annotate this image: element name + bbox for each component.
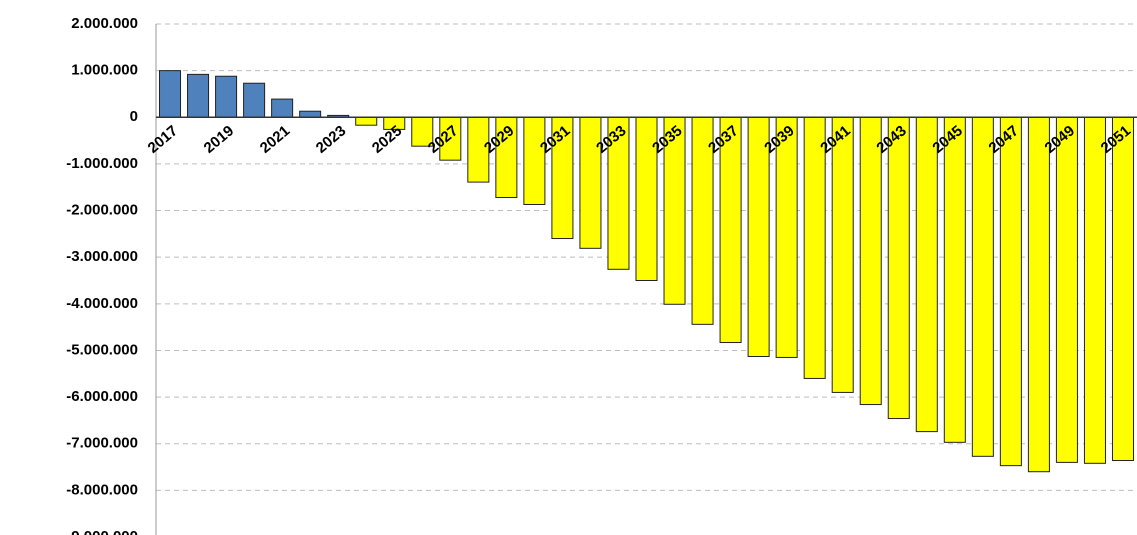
bar — [747, 116, 770, 358]
bar — [971, 116, 994, 457]
y-tick-label: -1.000.000 — [66, 155, 138, 172]
y-tick-label: 1.000.000 — [71, 62, 138, 79]
bar — [859, 116, 882, 406]
bar — [1055, 116, 1078, 463]
x-tick-label: 2017 — [145, 122, 181, 156]
bar — [579, 116, 602, 249]
y-tick-label: 0 — [130, 108, 138, 125]
y-tick-label: 2.000.000 — [71, 15, 138, 32]
bar — [187, 73, 210, 118]
bar — [215, 75, 238, 118]
bar — [159, 70, 182, 118]
bar — [943, 116, 966, 443]
y-tick-label: -9.000.000 — [66, 528, 138, 535]
x-tick-label: 2023 — [313, 122, 349, 156]
x-tick-label: 2021 — [257, 122, 293, 156]
bar — [831, 116, 854, 393]
bar — [299, 110, 322, 118]
bar — [523, 116, 546, 205]
bar — [887, 116, 910, 420]
bar — [1027, 116, 1050, 473]
y-tick-label: -7.000.000 — [66, 435, 138, 452]
bar — [1083, 116, 1106, 464]
y-tick-label: -5.000.000 — [66, 341, 138, 358]
bar — [915, 116, 938, 433]
y-tick-label: -4.000.000 — [66, 295, 138, 312]
bar — [355, 116, 378, 126]
y-tick-label: -3.000.000 — [66, 248, 138, 265]
bar — [1111, 116, 1134, 462]
y-tick-label: -8.000.000 — [66, 481, 138, 498]
x-tick-label: 2019 — [201, 122, 237, 156]
bar — [271, 98, 294, 118]
bar — [719, 116, 742, 344]
bar — [999, 116, 1022, 467]
y-tick-label: -6.000.000 — [66, 388, 138, 405]
y-tick-label: -2.000.000 — [66, 202, 138, 219]
bar — [243, 82, 266, 118]
bar — [803, 116, 826, 379]
bar — [775, 116, 798, 358]
